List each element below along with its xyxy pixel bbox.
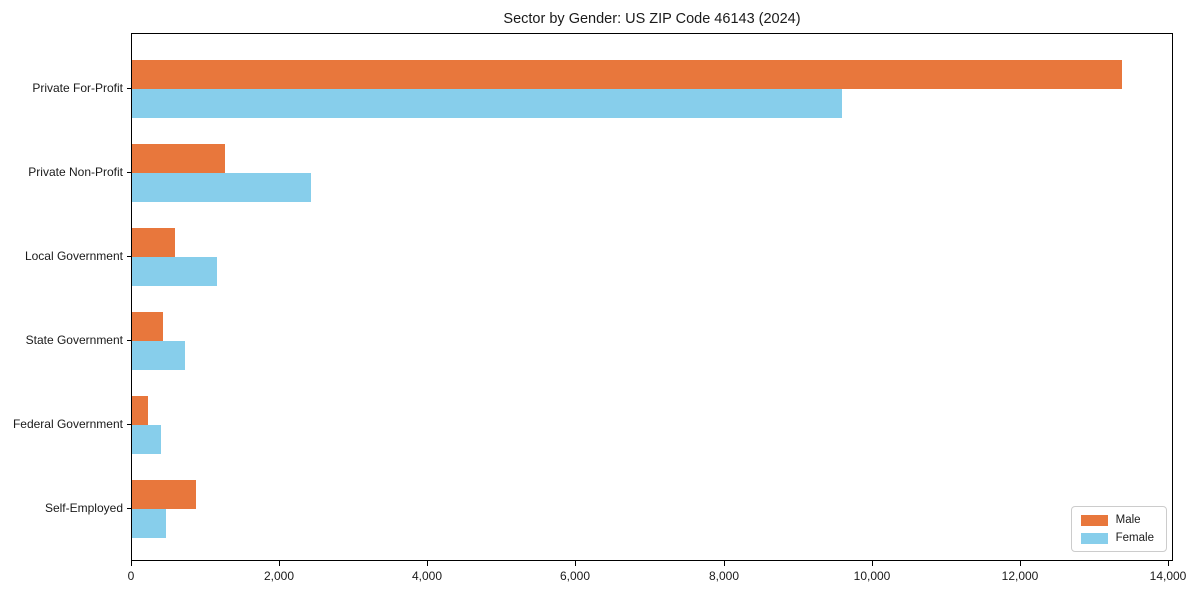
- legend: Male Female: [1070, 506, 1167, 552]
- legend-item-female: Female: [1080, 532, 1154, 544]
- bar-male-3: [132, 312, 163, 341]
- y-tick-1: [127, 172, 131, 173]
- y-axis-label-5: Self-Employed: [44, 501, 123, 515]
- y-axis-label-2: Local Government: [24, 249, 123, 263]
- male-color-swatch: [1080, 514, 1108, 526]
- legend-label-male: Male: [1115, 514, 1141, 526]
- legend-item-male: Male: [1080, 514, 1154, 526]
- bar-female-4: [132, 425, 161, 454]
- bar-male-0: [132, 60, 1122, 89]
- x-tick-7: [1168, 561, 1169, 566]
- y-tick-0: [127, 88, 131, 89]
- x-axis-label-0: 0: [127, 569, 135, 583]
- bar-male-5: [132, 480, 196, 509]
- x-axis-label-7: 14,000: [1149, 569, 1187, 583]
- bar-male-1: [132, 144, 225, 173]
- x-tick-5: [872, 561, 873, 566]
- x-tick-1: [279, 561, 280, 566]
- y-tick-5: [127, 508, 131, 509]
- x-tick-0: [131, 561, 132, 566]
- bar-female-5: [132, 509, 166, 538]
- plot-area: Male Female: [131, 33, 1173, 561]
- x-axis-label-1: 2,000: [263, 569, 295, 583]
- legend-label-female: Female: [1115, 532, 1154, 544]
- x-axis-label-3: 6,000: [559, 569, 591, 583]
- bar-male-4: [132, 396, 148, 425]
- y-axis-label-1: Private Non-Profit: [28, 165, 123, 179]
- x-axis-label-4: 8,000: [708, 569, 740, 583]
- y-axis-label-4: Federal Government: [12, 417, 123, 431]
- x-axis-label-5: 10,000: [853, 569, 891, 583]
- x-axis-label-2: 4,000: [411, 569, 443, 583]
- y-tick-3: [127, 340, 131, 341]
- x-axis-label-6: 12,000: [1001, 569, 1039, 583]
- bar-male-2: [132, 228, 175, 257]
- bar-female-2: [132, 257, 217, 286]
- chart-title: Sector by Gender: US ZIP Code 46143 (202…: [503, 11, 801, 27]
- x-tick-3: [575, 561, 576, 566]
- bar-female-0: [132, 89, 842, 118]
- y-axis-label-0: Private For-Profit: [32, 81, 123, 95]
- y-axis-label-3: State Government: [25, 333, 123, 347]
- x-tick-2: [427, 561, 428, 566]
- y-tick-4: [127, 424, 131, 425]
- bar-female-1: [132, 173, 311, 202]
- y-tick-2: [127, 256, 131, 257]
- x-tick-4: [724, 561, 725, 566]
- x-tick-6: [1020, 561, 1021, 566]
- bar-female-3: [132, 341, 185, 370]
- female-color-swatch: [1080, 532, 1108, 544]
